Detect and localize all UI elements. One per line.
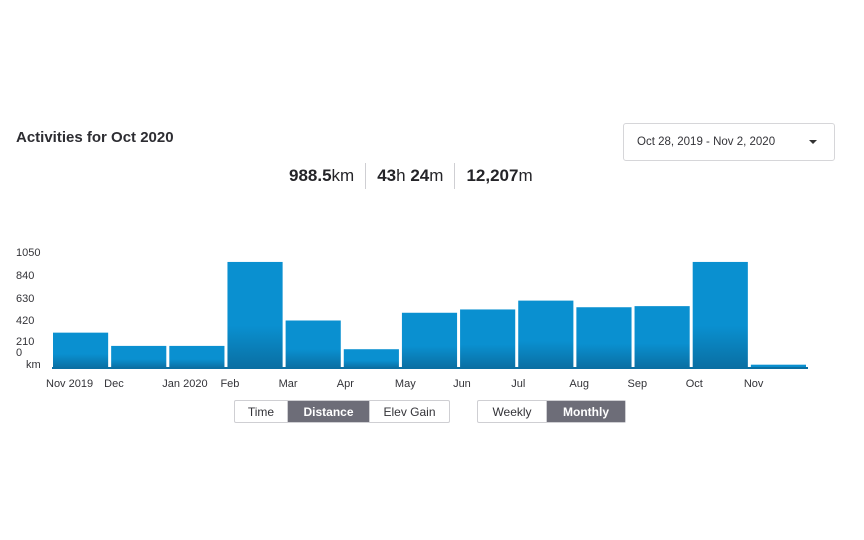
stat-distance: 988.5km	[278, 166, 365, 186]
x-tick-label: May	[395, 378, 416, 390]
stat-time-minutes-unit: m	[429, 166, 444, 185]
stat-elevation: 12,207m	[455, 166, 543, 186]
stats-summary: 988.5km 43h 24m 12,207m	[278, 160, 544, 192]
elev-gain-button[interactable]: Elev Gain	[383, 404, 436, 419]
x-axis: Nov 2019 Dec Jan 2020 Feb Mar Apr May Jun Jul Aug…	[46, 378, 764, 390]
x-tick-label: Mar	[279, 378, 298, 390]
y-axis-unit: km	[26, 359, 41, 371]
bar	[169, 345, 225, 368]
x-tick-label: Sep	[628, 378, 648, 390]
bar	[750, 364, 806, 368]
y-tick-label: 840	[16, 270, 34, 282]
bar	[285, 320, 341, 368]
stat-divider	[454, 163, 456, 189]
bar	[53, 332, 109, 368]
monthly-button[interactable]: Monthly	[547, 401, 625, 422]
x-tick-label: Jan 2020	[162, 378, 207, 390]
x-tick-label: Nov	[744, 378, 764, 390]
date-range-dropdown[interactable]: Oct 28, 2019 - Nov 2, 2020	[623, 123, 835, 161]
period-toggle: Weekly Monthly	[477, 400, 626, 423]
y-tick-label: 210	[16, 336, 34, 348]
x-tick-label: Oct	[686, 378, 703, 390]
stat-time-hours-unit: h	[396, 166, 406, 185]
y-tick-label: 630	[16, 293, 34, 305]
weekly-button[interactable]: Weekly	[478, 401, 547, 422]
stat-elevation-unit: m	[518, 166, 533, 185]
bar	[576, 307, 632, 368]
x-tick-label: Dec	[104, 378, 124, 390]
caret-down-icon	[809, 140, 817, 144]
time-button[interactable]: Time	[235, 401, 288, 422]
x-tick-label: Apr	[337, 378, 354, 390]
x-tick-label: Aug	[569, 378, 589, 390]
bar	[401, 312, 458, 368]
x-tick-label: Jun	[453, 378, 471, 390]
stat-time: 43h 24m	[366, 166, 454, 186]
bar	[692, 261, 748, 368]
y-tick-label: 420	[16, 315, 34, 327]
stat-time-minutes: 24	[410, 166, 430, 185]
bar	[634, 306, 690, 368]
bar	[111, 345, 167, 368]
bar	[518, 300, 574, 368]
date-range-label: Oct 28, 2019 - Nov 2, 2020	[637, 136, 776, 148]
stat-distance-value: 988.5	[289, 166, 332, 185]
y-tick-label: 0	[16, 347, 22, 359]
x-tick-label: Jul	[511, 378, 525, 390]
page-title: Activities for Oct 2020	[16, 129, 174, 146]
bar	[227, 261, 283, 368]
stat-time-hours: 43	[377, 166, 397, 185]
x-tick-label: Feb	[220, 378, 239, 390]
stat-distance-unit: km	[331, 166, 355, 185]
bar	[460, 309, 516, 368]
bars	[53, 261, 806, 368]
stat-divider	[365, 163, 367, 189]
stat-elevation-value: 12,207	[466, 166, 519, 185]
bar	[343, 349, 399, 368]
y-tick-label: 1050	[16, 247, 40, 259]
metric-toggle: Time Distance Elev Gain	[234, 400, 450, 423]
distance-button[interactable]: Distance	[288, 401, 370, 422]
x-tick-label: Nov 2019	[46, 378, 93, 390]
